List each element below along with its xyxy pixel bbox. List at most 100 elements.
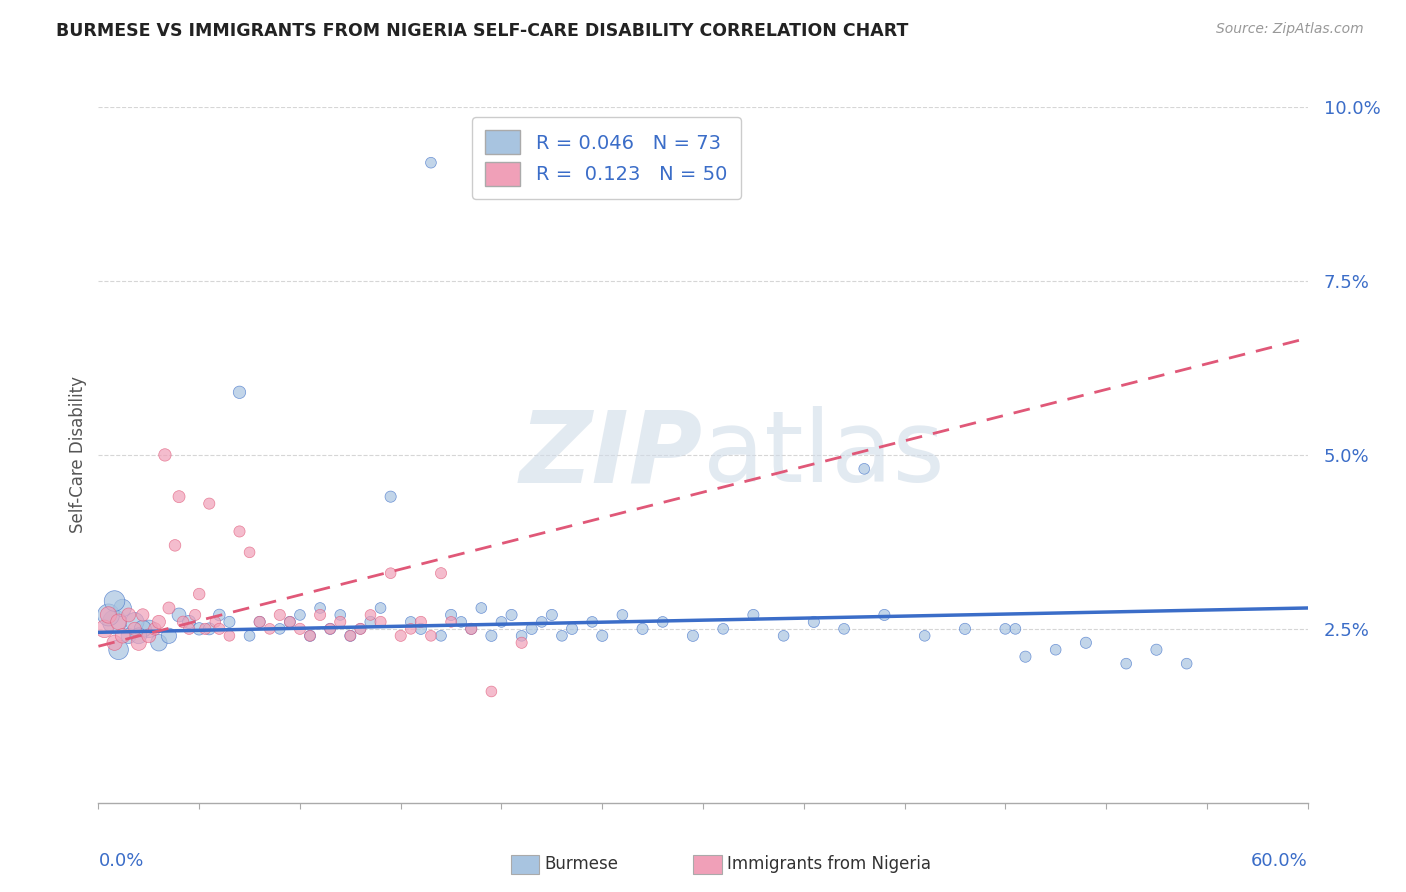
Text: Burmese: Burmese — [544, 855, 619, 873]
Point — [953, 622, 976, 636]
Point — [360, 615, 382, 629]
Point — [148, 615, 170, 629]
Point — [208, 607, 231, 622]
Point — [481, 684, 503, 698]
Point — [360, 607, 382, 622]
Point — [873, 607, 896, 622]
Point — [163, 538, 186, 552]
Point — [103, 615, 125, 629]
Point — [124, 622, 146, 636]
Point — [124, 615, 146, 629]
Point — [138, 622, 160, 636]
Point — [853, 462, 876, 476]
Point — [128, 629, 150, 643]
Point — [832, 622, 855, 636]
Point — [551, 629, 574, 643]
Point — [157, 601, 180, 615]
Point — [631, 622, 654, 636]
Point — [269, 622, 291, 636]
Point — [177, 622, 201, 636]
Point — [329, 607, 352, 622]
Point — [218, 629, 240, 643]
Point — [118, 607, 141, 622]
Point — [278, 615, 301, 629]
Point — [93, 622, 115, 636]
Point — [97, 607, 120, 622]
Point — [994, 622, 1017, 636]
Point — [107, 615, 129, 629]
Point — [319, 622, 342, 636]
Point — [561, 622, 583, 636]
Point — [1115, 657, 1137, 671]
Point — [299, 629, 322, 643]
Point — [128, 636, 150, 650]
Point — [711, 622, 734, 636]
Point — [228, 524, 250, 539]
Point — [651, 615, 673, 629]
Legend: R = 0.046   N = 73, R =  0.123   N = 50: R = 0.046 N = 73, R = 0.123 N = 50 — [471, 117, 741, 199]
Point — [309, 607, 332, 622]
Point — [470, 601, 492, 615]
Point — [157, 629, 180, 643]
Point — [1074, 636, 1097, 650]
Y-axis label: Self-Care Disability: Self-Care Disability — [69, 376, 87, 533]
Point — [118, 629, 141, 643]
Point — [188, 622, 211, 636]
Text: atlas: atlas — [703, 407, 945, 503]
Point — [184, 607, 207, 622]
Point — [103, 636, 125, 650]
Point — [380, 490, 402, 504]
Point — [612, 607, 634, 622]
Point — [510, 629, 533, 643]
Point — [440, 615, 463, 629]
Point — [111, 601, 134, 615]
Text: Source: ZipAtlas.com: Source: ZipAtlas.com — [1216, 22, 1364, 37]
Point — [1045, 642, 1067, 657]
Point — [111, 629, 134, 643]
Point — [491, 615, 513, 629]
Point — [380, 566, 402, 581]
Point — [742, 607, 765, 622]
Point — [288, 607, 311, 622]
Point — [239, 545, 262, 559]
Point — [208, 622, 231, 636]
Point — [249, 615, 271, 629]
Point — [349, 622, 371, 636]
Point — [540, 607, 562, 622]
Point — [501, 607, 523, 622]
Point — [204, 615, 226, 629]
Point — [218, 615, 240, 629]
Point — [228, 385, 250, 400]
Point — [1014, 649, 1036, 664]
Point — [198, 497, 221, 511]
Point — [460, 622, 482, 636]
Point — [278, 615, 301, 629]
Point — [430, 566, 453, 581]
Point — [1004, 622, 1026, 636]
Point — [97, 607, 120, 622]
Point — [198, 622, 221, 636]
Point — [370, 615, 392, 629]
Point — [153, 448, 176, 462]
Point — [288, 622, 311, 636]
Point — [510, 636, 533, 650]
Point — [188, 587, 211, 601]
Point — [299, 629, 322, 643]
Point — [249, 615, 271, 629]
Point — [481, 629, 503, 643]
Point — [591, 629, 613, 643]
Point — [349, 622, 371, 636]
Text: 0.0%: 0.0% — [98, 852, 143, 870]
Point — [329, 615, 352, 629]
Point — [148, 636, 170, 650]
Point — [143, 622, 166, 636]
Point — [1144, 642, 1167, 657]
Point — [319, 622, 342, 636]
Point — [339, 629, 361, 643]
Point — [450, 615, 472, 629]
Point — [399, 615, 422, 629]
Point — [682, 629, 704, 643]
Point — [1175, 657, 1198, 671]
Point — [399, 622, 422, 636]
Point — [409, 615, 432, 629]
